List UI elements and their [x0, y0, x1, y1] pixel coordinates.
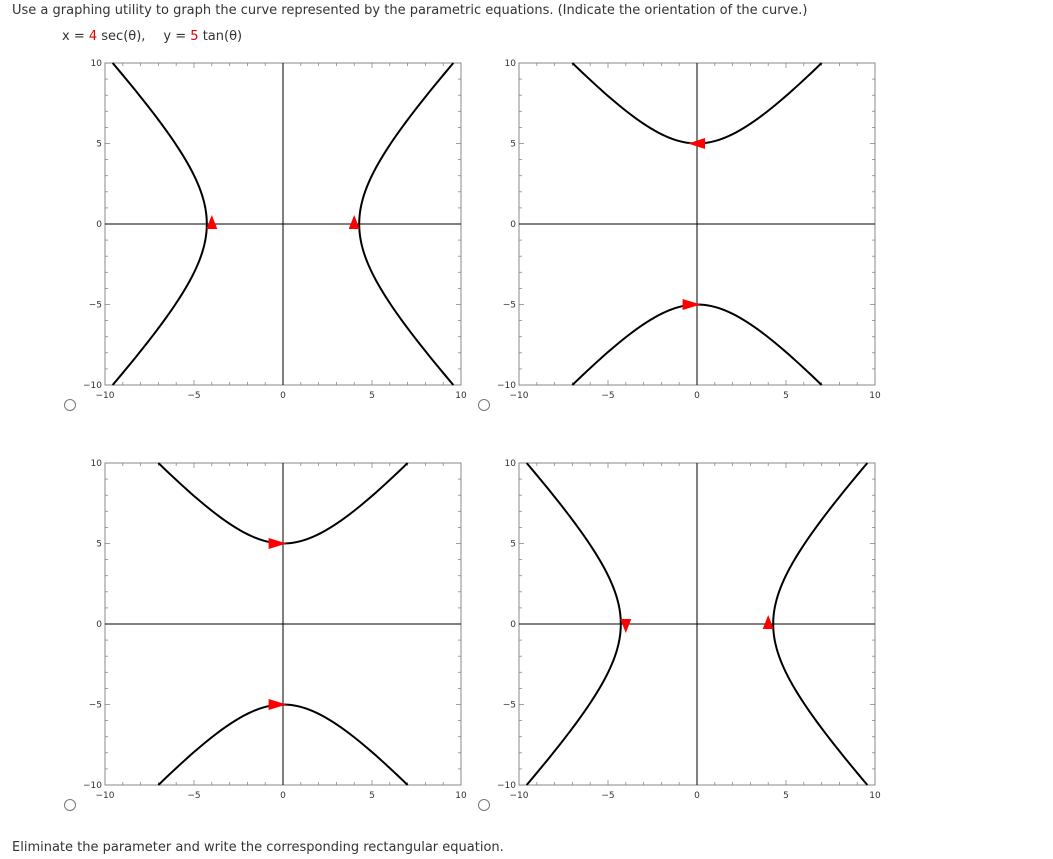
y-equation-label: y = [163, 29, 191, 44]
option-c-graph[interactable]: −10 −10 −5 −5 0 0 5 5 10 10 [80, 455, 526, 815]
y-tick-label: 5 [510, 540, 516, 550]
x-tick-label: 0 [280, 791, 286, 801]
hyperbola-plot: −10−10 −5 −5 0 0 5 5 10 10 [497, 59, 881, 401]
hyperbola-plot: −10−10 −5 −5 0 0 5 5 10 10 [497, 459, 881, 801]
parametric-equations: x = 4 sec(θ), y = 5 tan(θ) [62, 29, 242, 44]
hyperbola-branch-1 [525, 462, 622, 786]
x-tick-label: 10 [869, 791, 881, 801]
option-b-graph[interactable]: −10 −10 −5 −5 0 0 5 5 10 10 [494, 55, 940, 415]
x-tick-label: −5 [187, 391, 200, 401]
y-tick-label: −10 [83, 381, 102, 391]
option-a-graph[interactable]: −10 −10 −5 −5 0 0 5 5 10 10 [80, 55, 526, 415]
orientation-arrow-2 [682, 299, 701, 310]
y-tick-label: 0 [96, 620, 102, 630]
y-tick-label: 5 [510, 140, 516, 150]
x-tick-label: −10 [510, 791, 529, 801]
orientation-arrow-1 [688, 138, 706, 149]
y-tick-label: 10 [505, 459, 517, 469]
x-tick-label: 5 [783, 791, 789, 801]
y-tick-label: −10 [497, 781, 516, 791]
y-tick-label: 5 [96, 140, 102, 150]
x-tick-label: −10 [96, 391, 115, 401]
y-tick-label: 0 [510, 620, 516, 630]
y-tick-label: 5 [96, 540, 102, 550]
y-tick-label: −5 [89, 701, 102, 711]
y-tick-label: 0 [96, 220, 102, 230]
y-tick-label: 10 [91, 59, 103, 69]
option-a-radio[interactable] [64, 399, 76, 411]
x-tick-label: −10 [96, 791, 115, 801]
orientation-arrow-2 [762, 615, 774, 629]
hyperbola-branch-1 [111, 62, 208, 386]
x-tick-label: −5 [601, 391, 614, 401]
option-d-graph[interactable]: −10 −10 −5 −5 0 0 5 5 10 10 [494, 455, 940, 815]
x-tick-label: −10 [510, 391, 529, 401]
x-coefficient: 4 [88, 29, 98, 44]
y-tick-label: 10 [91, 459, 103, 469]
x-tick-label: 10 [455, 791, 467, 801]
y-function: tan(θ) [198, 29, 243, 44]
eliminate-parameter-prompt: Eliminate the parameter and write the co… [12, 840, 504, 855]
x-tick-label: −5 [601, 791, 614, 801]
x-tick-label: 5 [369, 391, 375, 401]
y-tick-label: 0 [510, 220, 516, 230]
y-tick-label: −5 [503, 301, 516, 311]
orientation-arrow-1 [268, 538, 287, 549]
option-d-radio[interactable] [478, 799, 490, 811]
x-tick-label: 5 [783, 391, 789, 401]
hyperbola-plot: −10−10 −5 −5 0 0 5 5 10 10 [83, 459, 467, 801]
x-tick-label: 0 [694, 791, 700, 801]
y-tick-label: −5 [89, 301, 102, 311]
x-tick-label: 5 [369, 791, 375, 801]
orientation-arrow-1 [206, 215, 218, 229]
y-coefficient: 5 [190, 29, 199, 44]
x-tick-label: 10 [869, 391, 881, 401]
hyperbola-branch-2 [358, 62, 455, 386]
y-tick-label: 10 [505, 59, 517, 69]
orientation-arrow-1 [620, 619, 632, 633]
x-tick-label: 10 [455, 391, 467, 401]
question-text: Use a graphing utility to graph the curv… [12, 3, 808, 18]
y-tick-label: −10 [497, 381, 516, 391]
x-equation-label: x = [62, 29, 89, 44]
option-c-radio[interactable] [64, 799, 76, 811]
orientation-arrow-2 [268, 699, 287, 710]
x-tick-label: 0 [694, 391, 700, 401]
hyperbola-plot: −10−10 −5 −5 0 0 5 5 10 10 [83, 59, 467, 401]
option-b-radio[interactable] [478, 399, 490, 411]
hyperbola-branch-2 [772, 462, 869, 786]
orientation-arrow-2 [348, 215, 360, 229]
y-tick-label: −10 [83, 781, 102, 791]
y-tick-label: −5 [503, 701, 516, 711]
x-tick-label: −5 [187, 791, 200, 801]
x-tick-label: 0 [280, 391, 286, 401]
x-function: sec(θ), [97, 29, 146, 44]
